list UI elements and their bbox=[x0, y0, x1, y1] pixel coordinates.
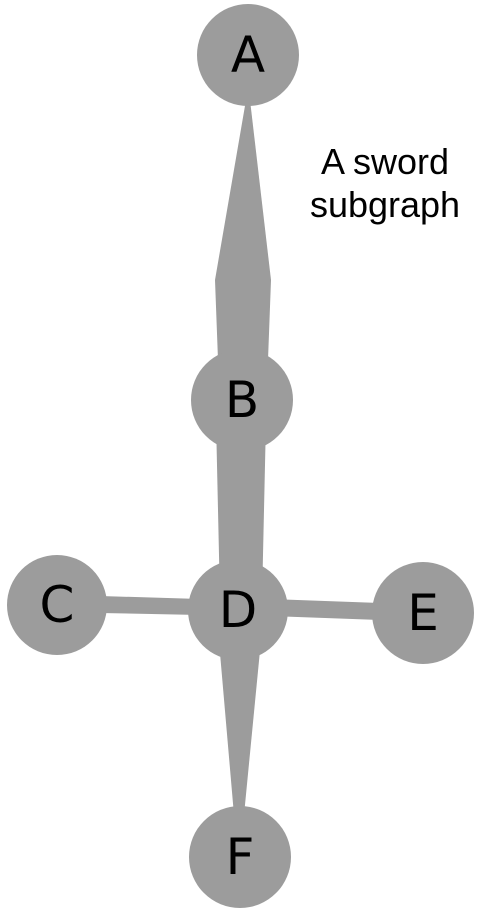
node-C[interactable]: C bbox=[7, 555, 107, 655]
node-label-F: F bbox=[226, 828, 255, 886]
node-label-E: E bbox=[407, 584, 439, 642]
node-label-A: A bbox=[231, 26, 265, 84]
nodes-layer: A B C D E F bbox=[7, 4, 474, 908]
node-D[interactable]: D bbox=[188, 560, 288, 660]
edge-D-E bbox=[270, 599, 380, 620]
node-A[interactable]: A bbox=[197, 4, 299, 106]
node-B[interactable]: B bbox=[191, 349, 293, 451]
diagram-caption: A sword subgraph bbox=[290, 140, 480, 226]
caption-line-2: subgraph bbox=[309, 184, 461, 225]
node-label-D: D bbox=[219, 581, 258, 639]
node-label-C: C bbox=[40, 576, 75, 634]
node-E[interactable]: E bbox=[372, 562, 474, 664]
edges-layer bbox=[100, 100, 380, 815]
node-label-B: B bbox=[225, 371, 259, 429]
node-F[interactable]: F bbox=[189, 806, 291, 908]
edge-B-D bbox=[216, 420, 266, 600]
edge-A-B bbox=[215, 100, 271, 360]
edge-C-D bbox=[100, 596, 200, 615]
edge-D-F bbox=[218, 630, 262, 815]
caption-line-1: A sword bbox=[320, 141, 450, 182]
